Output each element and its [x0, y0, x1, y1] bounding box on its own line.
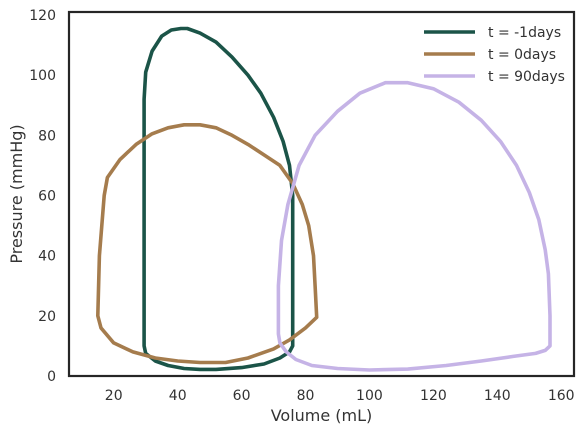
- x-tick-label: 100: [356, 388, 383, 404]
- series-layer: [96, 26, 552, 372]
- legend-label-1: t = 0days: [488, 47, 556, 63]
- y-tick-label: 100: [29, 68, 56, 84]
- x-tick-label: 160: [548, 388, 575, 404]
- x-axis-label: Volume (mL): [271, 406, 373, 425]
- legend-label-0: t = -1days: [488, 25, 561, 41]
- x-tick-label: 20: [105, 388, 123, 404]
- plot-frame: [67, 10, 576, 378]
- series-line-2: [276, 80, 552, 372]
- y-tick-label: 40: [38, 249, 56, 265]
- x-tick-label: 60: [233, 388, 251, 404]
- legend-label-2: t = 90days: [488, 69, 565, 85]
- y-tick-label: 80: [38, 128, 56, 144]
- x-tick-labels: 20 40 60 80 100 120 140 160: [105, 388, 575, 404]
- y-axis-label: Pressure (mmHg): [7, 124, 26, 263]
- y-tick-label: 120: [29, 8, 56, 24]
- y-tick-label: 60: [38, 189, 56, 205]
- y-tick-label: 20: [38, 309, 56, 325]
- series-line-1: [96, 123, 319, 365]
- y-tick-label: 0: [47, 369, 56, 385]
- x-tick-label: 80: [297, 388, 315, 404]
- x-tick-label: 40: [169, 388, 187, 404]
- x-tick-label: 120: [420, 388, 447, 404]
- y-tick-labels: 0 20 40 60 80 100 120: [29, 8, 56, 385]
- x-tick-label: 140: [484, 388, 511, 404]
- legend: t = -1days t = 0days t = 90days: [424, 25, 565, 85]
- series-line-0: [142, 26, 295, 372]
